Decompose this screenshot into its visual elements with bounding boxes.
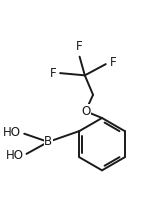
Text: F: F bbox=[76, 40, 83, 53]
Text: F: F bbox=[50, 67, 56, 80]
Text: HO: HO bbox=[3, 126, 21, 140]
Text: HO: HO bbox=[6, 149, 24, 162]
Text: F: F bbox=[109, 56, 116, 69]
Text: B: B bbox=[44, 136, 52, 149]
Text: O: O bbox=[81, 105, 90, 118]
